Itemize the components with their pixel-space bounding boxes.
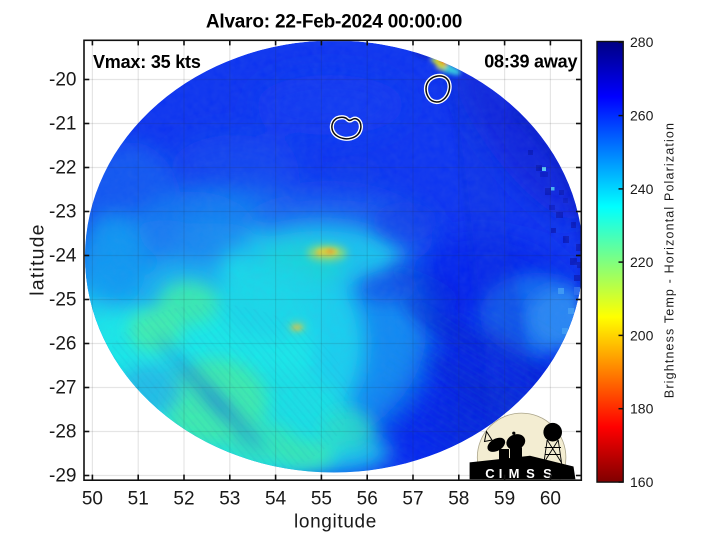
- svg-text:58: 58: [448, 489, 469, 510]
- svg-text:280: 280: [630, 34, 654, 50]
- svg-text:C: C: [485, 466, 495, 481]
- svg-text:51: 51: [128, 489, 149, 510]
- svg-text:55: 55: [311, 489, 332, 510]
- svg-text:-23: -23: [49, 202, 76, 223]
- svg-text:I: I: [499, 466, 503, 481]
- svg-text:220: 220: [630, 254, 654, 270]
- svg-text:180: 180: [630, 401, 654, 417]
- svg-text:260: 260: [630, 108, 654, 124]
- svg-text:-26: -26: [49, 334, 76, 355]
- svg-text:Vmax: 35 kts: Vmax: 35 kts: [93, 52, 201, 72]
- svg-text:-28: -28: [49, 422, 76, 443]
- svg-text:-24: -24: [49, 246, 77, 267]
- svg-text:08:39 away: 08:39 away: [484, 52, 577, 72]
- svg-text:54: 54: [265, 489, 287, 510]
- svg-text:-29: -29: [49, 466, 76, 487]
- svg-text:Brightness Temp - Horizontal P: Brightness Temp - Horizontal Polarizatio…: [662, 122, 676, 398]
- svg-text:longitude: longitude: [294, 512, 377, 533]
- svg-text:-22: -22: [49, 158, 76, 179]
- svg-text:M: M: [509, 466, 520, 481]
- svg-text:160: 160: [630, 474, 654, 490]
- svg-text:latitude: latitude: [26, 223, 48, 295]
- svg-text:59: 59: [494, 489, 515, 510]
- svg-text:60: 60: [540, 489, 561, 510]
- svg-text:Alvaro: 22-Feb-2024 00:00:00: Alvaro: 22-Feb-2024 00:00:00: [206, 12, 462, 33]
- svg-text:240: 240: [630, 181, 654, 197]
- svg-text:50: 50: [82, 489, 103, 510]
- svg-text:56: 56: [357, 489, 378, 510]
- svg-text:S: S: [543, 466, 552, 481]
- svg-text:52: 52: [173, 489, 194, 510]
- svg-text:-20: -20: [49, 70, 76, 91]
- svg-text:-27: -27: [49, 378, 76, 399]
- svg-text:S: S: [526, 466, 535, 481]
- svg-text:-25: -25: [49, 290, 76, 311]
- svg-text:200: 200: [630, 327, 654, 343]
- svg-text:-21: -21: [49, 114, 76, 135]
- svg-text:53: 53: [219, 489, 240, 510]
- svg-text:57: 57: [402, 489, 423, 510]
